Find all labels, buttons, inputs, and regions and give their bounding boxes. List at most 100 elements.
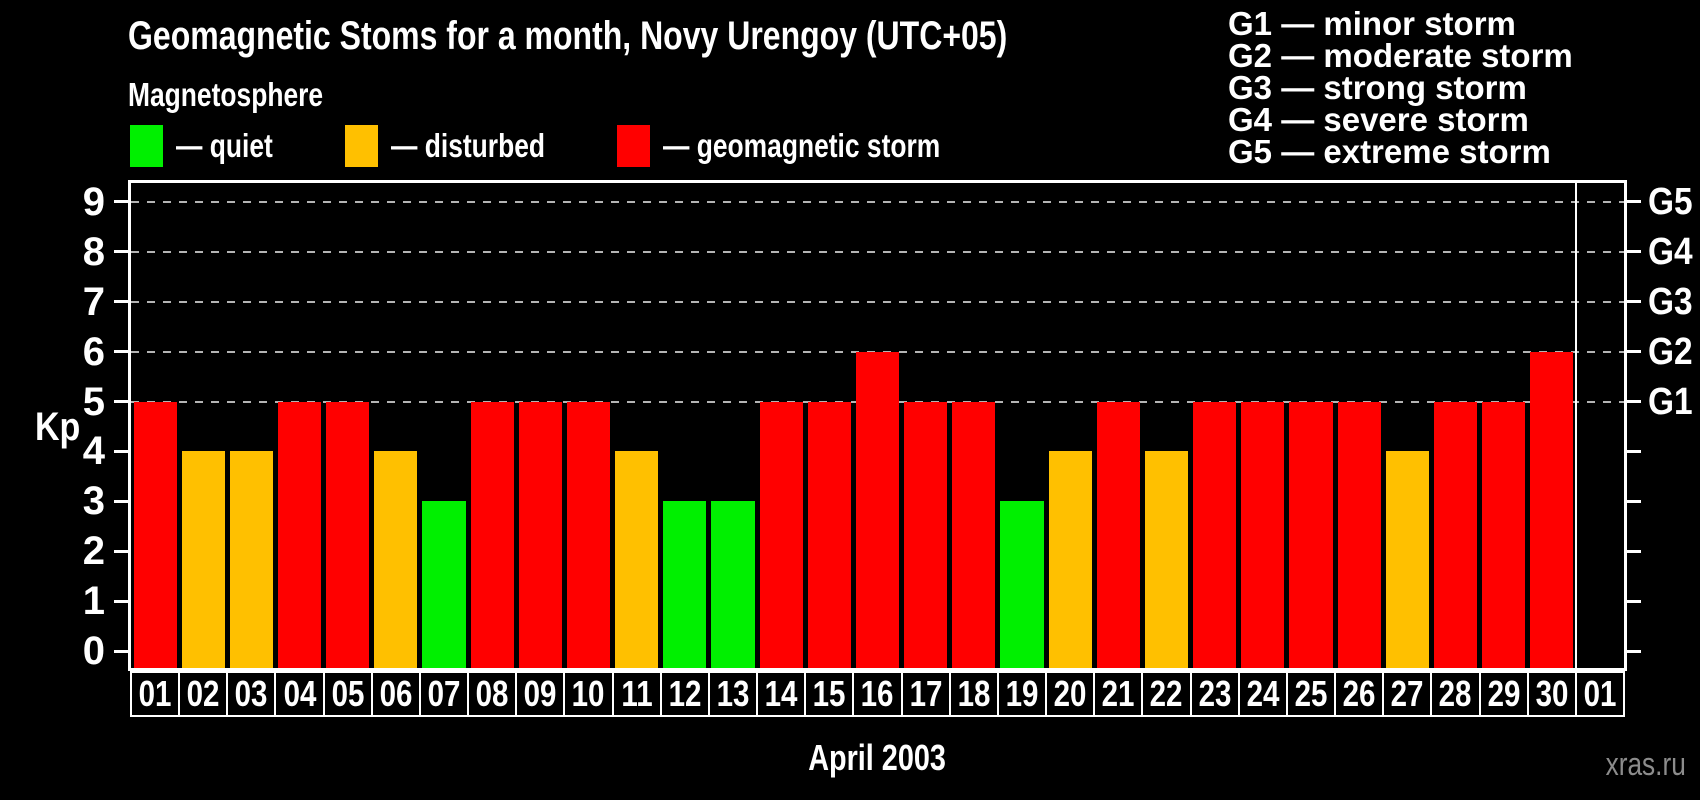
g-scale-line-text: G1 — minor storm xyxy=(1228,5,1516,42)
day-label-box-9: 09 xyxy=(515,671,566,717)
day-label-box-17: 17 xyxy=(900,671,951,717)
right-axis-label-g1: G1 xyxy=(1648,382,1700,422)
bar-day-20 xyxy=(1048,451,1092,668)
g-scale-line-1: G1 — minor storm xyxy=(1228,5,1573,42)
y-axis-tick-label-9: 9 xyxy=(82,179,105,224)
day-label: 22 xyxy=(1150,673,1183,714)
x-axis-month-label-text: April 2003 xyxy=(808,737,947,778)
day-label: 04 xyxy=(283,673,316,714)
y-axis-tick-label-0: 0 xyxy=(82,629,105,673)
y-axis-tick-left-2 xyxy=(114,549,128,553)
g-scale-line-5: G5 — extreme storm xyxy=(1228,133,1573,170)
day-label: 05 xyxy=(331,673,365,714)
day-label: 27 xyxy=(1390,673,1424,714)
y-axis-tick-left-1 xyxy=(114,599,128,603)
g-scale-line-3: G3 — strong storm xyxy=(1228,69,1573,106)
g-scale-line-2: G2 — moderate storm xyxy=(1228,37,1573,74)
g-scale-line-text: G3 — strong storm xyxy=(1228,69,1527,106)
day-label: 06 xyxy=(379,673,413,714)
bar-day-06 xyxy=(374,451,418,668)
day-label: 20 xyxy=(1053,673,1087,714)
bar-day-25 xyxy=(1289,401,1333,668)
day-label: 30 xyxy=(1535,673,1569,714)
day-label-box-7: 07 xyxy=(418,671,470,717)
right-axis-label-text: G5 xyxy=(1648,180,1693,223)
y-axis-tick-right-9 xyxy=(1627,200,1641,204)
day-label-box-6: 06 xyxy=(370,671,421,717)
bar-day-08 xyxy=(470,401,514,668)
y-axis-tick-right-6 xyxy=(1627,350,1641,354)
bar-day-10 xyxy=(566,401,611,668)
day-label: 29 xyxy=(1487,673,1521,714)
day-label-box-15: 15 xyxy=(804,671,855,717)
y-axis-tick-left-9 xyxy=(114,200,128,204)
x-axis-month-label: April 2003 xyxy=(131,737,1624,779)
g-scale-line-text: G4 — severe storm xyxy=(1228,101,1529,138)
y-axis-tick-label-6: 6 xyxy=(82,329,105,374)
day-label: 03 xyxy=(234,673,268,714)
y-axis-tick-right-2 xyxy=(1627,549,1641,553)
y-axis-tick-label-5: 5 xyxy=(82,379,105,424)
y-axis-tick-right-1 xyxy=(1627,599,1641,603)
day-label: 02 xyxy=(186,673,220,714)
day-label: 07 xyxy=(427,673,461,714)
day-label: 25 xyxy=(1294,673,1328,714)
day-label: 11 xyxy=(621,673,653,714)
day-label: 26 xyxy=(1342,673,1376,714)
day-label-box-11: 11 xyxy=(611,671,662,717)
g-scale-line-text: G2 — moderate storm xyxy=(1228,37,1573,74)
month-boundary-line xyxy=(1574,183,1577,668)
day-label-box-5: 05 xyxy=(322,671,373,717)
chart-plot-area: Kp 0 1 2 3 4 5 6 7 8 9 G1 G2 G3 G4 G5 xyxy=(35,180,1693,671)
bar-day-04 xyxy=(277,401,322,668)
day-label: 23 xyxy=(1198,673,1232,714)
bar-day-05 xyxy=(326,401,370,668)
y-axis-label-kp: Kp xyxy=(35,405,81,449)
bar-day-19 xyxy=(1000,501,1044,668)
y-axis-tick-right-7 xyxy=(1627,300,1641,304)
day-label-box-26: 26 xyxy=(1334,671,1385,717)
bar-day-30 xyxy=(1530,351,1574,668)
bar-day-23 xyxy=(1193,401,1237,668)
bar-day-02 xyxy=(181,451,225,668)
y-axis-tick-label-3: 3 xyxy=(82,479,105,524)
y-axis-tick-left-7 xyxy=(114,300,128,304)
bar-day-12 xyxy=(663,501,707,668)
y-axis-tick-left-3 xyxy=(114,499,128,503)
g-scale-line-text: G5 — extreme storm xyxy=(1228,133,1551,170)
y-axis-tick-left-8 xyxy=(114,250,128,254)
day-label-box-20: 20 xyxy=(1045,671,1096,717)
bar-day-07 xyxy=(422,501,466,668)
bar-day-21 xyxy=(1096,401,1140,668)
day-label-box-22: 22 xyxy=(1141,671,1192,717)
day-label-box-18: 18 xyxy=(948,671,999,717)
bar-day-27 xyxy=(1385,451,1429,668)
right-axis-label-g4: G4 xyxy=(1648,232,1700,272)
y-axis-tick-right-0 xyxy=(1627,649,1641,653)
day-label-box-23: 23 xyxy=(1189,671,1240,717)
legend-label-quiet: — quiet xyxy=(176,127,273,164)
day-label: 09 xyxy=(523,673,557,714)
legend-item-disturbed: — disturbed xyxy=(345,125,584,167)
page-title: Geomagnetic Stoms for a month, Novy Uren… xyxy=(128,14,1008,58)
x-axis-day-labels-row: 01 02 03 04 05 06 07 08 09 10 11 12 13 14 15 16 17 18 19 20… xyxy=(130,671,1625,717)
day-label: 21 xyxy=(1101,673,1135,714)
day-label: 10 xyxy=(572,673,605,714)
y-axis-tick-label-8: 8 xyxy=(82,229,105,274)
day-label-box-25: 25 xyxy=(1285,671,1337,717)
bar-day-11 xyxy=(615,451,659,668)
day-label-box-8: 08 xyxy=(467,671,518,717)
day-label: 15 xyxy=(812,673,846,714)
bar-day-09 xyxy=(518,401,562,668)
day-label: 28 xyxy=(1438,673,1472,714)
gridline-kp-7 xyxy=(131,300,1624,303)
watermark: xras.ru xyxy=(1605,746,1686,782)
quiet-color-swatch xyxy=(130,125,163,167)
right-axis-label-g5: G5 xyxy=(1648,182,1700,222)
day-label: 19 xyxy=(1005,673,1039,714)
day-label: 13 xyxy=(716,673,750,714)
bar-day-17 xyxy=(904,401,948,668)
day-label: 01 xyxy=(1583,673,1617,714)
legend-item-storm: — geomagnetic storm xyxy=(617,125,1010,167)
bar-day-26 xyxy=(1337,401,1381,668)
